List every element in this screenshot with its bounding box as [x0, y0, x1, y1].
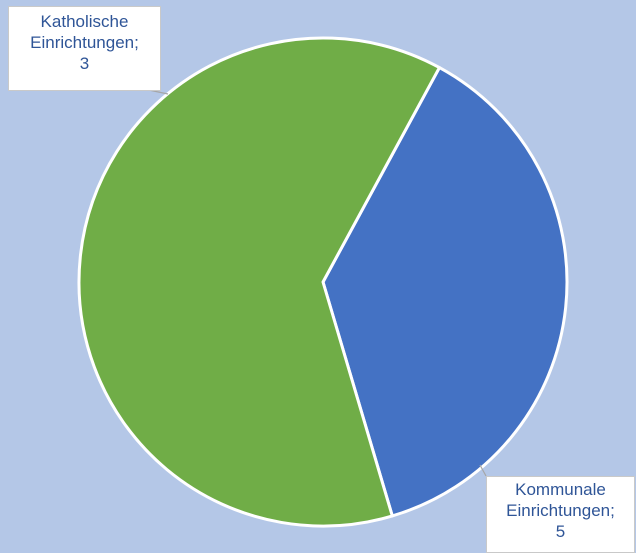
- data-label-kommunale-line2: Einrichtungen;: [493, 500, 628, 521]
- data-label-kommunale-value: 5: [493, 521, 628, 542]
- data-label-katholische: Katholische Einrichtungen; 3: [8, 6, 161, 91]
- data-label-kommunale: Kommunale Einrichtungen; 5: [486, 476, 635, 553]
- data-label-katholische-line1: Katholische: [15, 11, 154, 32]
- pie-slices: [79, 38, 567, 526]
- data-label-katholische-value: 3: [15, 53, 154, 74]
- data-label-kommunale-line1: Kommunale: [493, 479, 628, 500]
- data-label-katholische-line2: Einrichtungen;: [15, 32, 154, 53]
